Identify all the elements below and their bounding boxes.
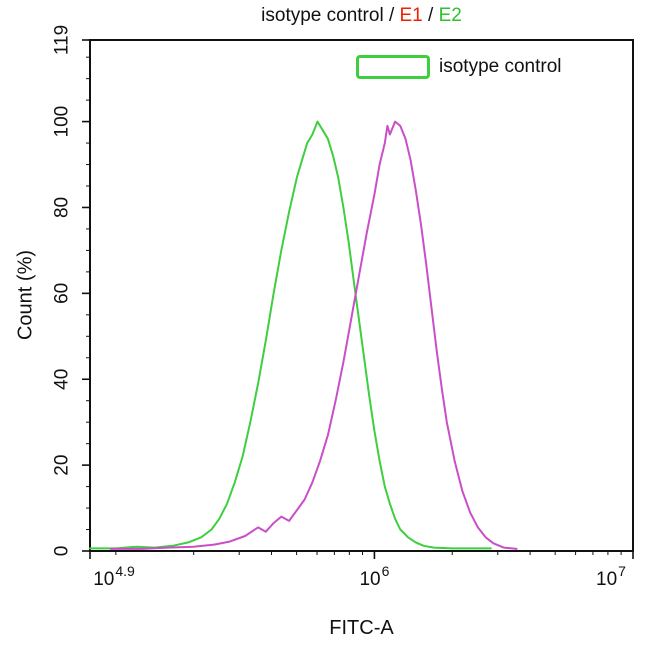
chart-title: isotype control / E1 / E2 (90, 5, 633, 27)
x-axis-label: FITC-A (329, 617, 394, 639)
legend: isotype control (356, 55, 562, 79)
y-tick-label: 80 (52, 197, 73, 218)
y-tick-label: 60 (52, 283, 73, 304)
x-tick-label: 104.9 (93, 563, 135, 590)
legend-label: isotype control (439, 56, 562, 77)
x-tick-label: 106 (359, 563, 389, 590)
curve-e1 (109, 120, 518, 550)
y-tick-label: 119 (52, 25, 73, 55)
title-segment: / (422, 5, 439, 26)
title-segment: isotype control / (261, 5, 400, 26)
title-segment: E1 (399, 5, 423, 26)
y-tick-label: 40 (52, 369, 73, 390)
plot-border (89, 39, 634, 552)
title-segment: E2 (438, 5, 462, 26)
x-tick-label: 107 (596, 563, 626, 590)
y-tick-label: 100 (52, 106, 73, 138)
legend-swatch-isotype-control (356, 55, 430, 79)
y-tick-label: 20 (52, 455, 73, 476)
y-tick-label: 0 (52, 546, 73, 557)
curve-isotype-control (89, 120, 492, 550)
y-axis-label: Count (%) (14, 249, 37, 341)
